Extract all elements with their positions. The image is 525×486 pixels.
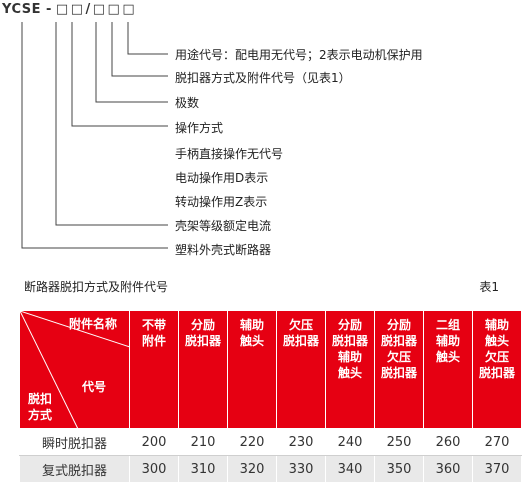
corner-header-cell: 附件名称 代号 脱扣方式 xyxy=(19,310,130,429)
legend-release-code: 脱扣器方式及附件代号（见表1） xyxy=(175,71,351,85)
table-cell: 220 xyxy=(227,428,277,456)
model-slash: / xyxy=(85,2,91,17)
corner-release-line-2: 方式 xyxy=(28,408,53,422)
col-header-shunt-aux: 分励 脱扣器 辅助 触头 xyxy=(325,310,375,429)
model-box-2: □ xyxy=(70,2,84,17)
col-header-shunt-undervoltage: 分励 脱扣器 欠压 脱扣器 xyxy=(374,310,424,429)
row-label-instant-release: 瞬时脱扣器 xyxy=(19,428,130,456)
table-cell: 310 xyxy=(178,455,228,483)
connector-frame-current xyxy=(55,22,168,226)
col-header-aux-contact: 辅助 触头 xyxy=(227,310,277,429)
table-cell: 210 xyxy=(178,428,228,456)
model-box-1: □ xyxy=(55,2,69,17)
corner-accessory-label: 附件名称 xyxy=(68,317,117,331)
legend-rotary-operation: 转动操作用Z表示 xyxy=(175,195,268,209)
table-cell: 340 xyxy=(325,455,375,483)
corner-release-line-1: 脱扣 xyxy=(28,392,53,406)
col-header-two-aux: 二组 辅助 触头 xyxy=(423,310,473,429)
col-header-no-accessory: 不带 附件 xyxy=(129,310,179,429)
table-row: 复式脱扣器 300 310 320 330 340 350 360 370 xyxy=(19,455,522,483)
table-row: 瞬时脱扣器 200 210 220 230 240 250 260 270 xyxy=(19,428,522,456)
table-title: 断路器脱扣方式及附件代号 xyxy=(24,280,169,294)
model-box-4: □ xyxy=(107,2,121,17)
table-cell: 270 xyxy=(472,428,522,456)
model-box-5: □ xyxy=(122,2,136,17)
col-header-undervoltage-release: 欠压 脱扣器 xyxy=(276,310,326,429)
legend-frame-current: 壳架等级额定电流 xyxy=(175,219,272,233)
table-cell: 200 xyxy=(129,428,179,456)
connector-release xyxy=(111,22,168,77)
connector-breaker-type xyxy=(21,22,168,249)
table-cell: 370 xyxy=(472,455,522,483)
code-connector-lines xyxy=(21,22,168,249)
table-cell: 240 xyxy=(325,428,375,456)
model-box-3: □ xyxy=(92,2,106,17)
table-header-row: 附件名称 代号 脱扣方式 不带 附件 分励 脱扣器 辅助 触头 欠压 脱扣器 分励 脱扣器… xyxy=(19,310,522,429)
table-cell: 360 xyxy=(423,455,473,483)
table-cell: 300 xyxy=(129,455,179,483)
connector-usage xyxy=(127,22,168,55)
corner-diagonal-lines xyxy=(20,311,130,429)
model-prefix: YCSE - xyxy=(2,2,52,17)
table-cell: 230 xyxy=(276,428,326,456)
model-code: YCSE - □ □ / □ □ □ xyxy=(2,2,135,17)
col-header-shunt-release: 分励 脱扣器 xyxy=(178,310,228,429)
col-header-aux-undervoltage: 辅助 触头 欠压 脱扣器 xyxy=(472,310,522,429)
corner-code-label: 代号 xyxy=(82,380,107,394)
connector-poles xyxy=(95,22,168,103)
table-reference: 表1 xyxy=(479,280,499,294)
release-accessory-table: 附件名称 代号 脱扣方式 不带 附件 分励 脱扣器 辅助 触头 欠压 脱扣器 分励 脱扣器… xyxy=(19,310,522,483)
connector-operation xyxy=(71,22,168,127)
legend-poles: 极数 xyxy=(175,96,200,110)
corner-release-label: 脱扣 方式 xyxy=(28,391,52,423)
legend-breaker-type: 塑料外壳式断路器 xyxy=(175,243,272,257)
legend-handle-operation: 手柄直接操作无代号 xyxy=(175,147,284,161)
table-cell: 330 xyxy=(276,455,326,483)
legend-electric-operation: 电动操作用D表示 xyxy=(175,171,269,185)
table-cell: 350 xyxy=(374,455,424,483)
table-cell: 260 xyxy=(423,428,473,456)
table-cell: 250 xyxy=(374,428,424,456)
legend-operation: 操作方式 xyxy=(175,121,224,135)
legend-usage-code: 用途代号：配电用无代号；2表示电动机保护用 xyxy=(175,48,423,62)
table-cell: 320 xyxy=(227,455,277,483)
row-label-thermal-magnetic-release: 复式脱扣器 xyxy=(19,455,130,483)
